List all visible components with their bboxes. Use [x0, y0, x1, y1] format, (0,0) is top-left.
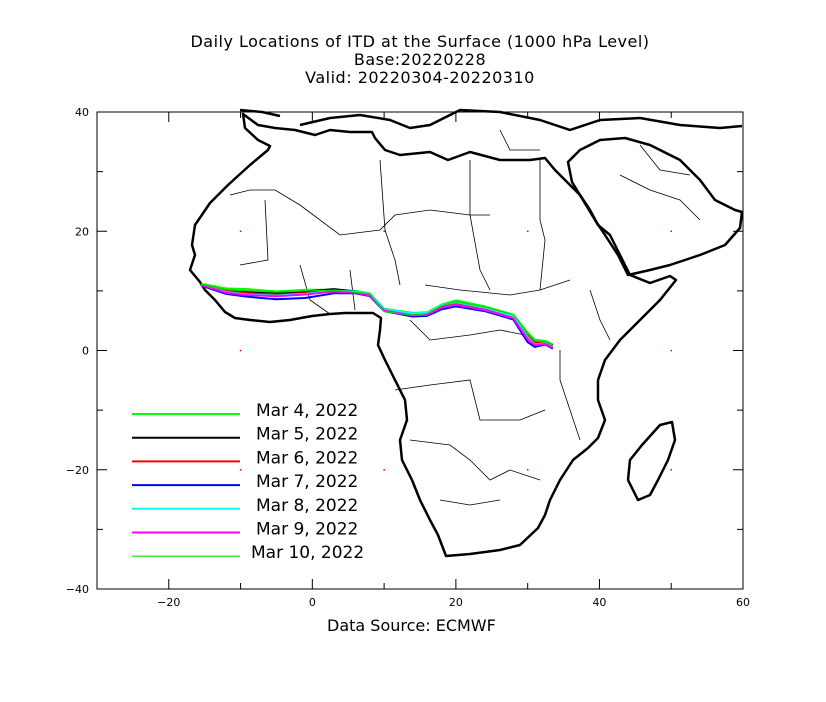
legend-label: Mar 5, 2022	[256, 425, 358, 445]
grid-markers	[239, 230, 673, 471]
grid-marker	[239, 469, 242, 471]
grid-marker	[383, 469, 385, 471]
africa-coastline	[188, 112, 678, 558]
x-tick-label: 0	[309, 596, 316, 609]
grid-marker	[670, 230, 673, 233]
grid-marker	[526, 230, 529, 233]
legend-label: Mar 9, 2022	[256, 520, 358, 540]
x-tick-label: 20	[449, 596, 463, 609]
madagascar-coastline	[626, 420, 677, 502]
x-tick-label: 40	[592, 596, 606, 609]
y-tick-label: 0	[82, 345, 89, 358]
axis-ticks: −20 0 20 40 60 40 20 0 −20 −40	[66, 106, 750, 609]
europe-coastline	[299, 108, 743, 132]
data-source-label: Data Source: ECMWF	[327, 616, 496, 635]
grid-marker	[239, 230, 242, 233]
itd-line-10	[200, 283, 554, 346]
map-title: Daily Locations of ITD at the Surface (1…	[190, 32, 650, 51]
y-tick-label: 20	[75, 225, 89, 238]
valid-range-label: Valid: 20220304-20220310	[305, 68, 535, 87]
grid-marker	[383, 230, 385, 233]
legend-label: Mar 4, 2022	[256, 401, 358, 421]
itd-line-7	[200, 284, 554, 350]
x-tick-label: −20	[157, 596, 180, 609]
country-borders	[229, 129, 701, 506]
y-tick-label: −40	[66, 583, 89, 596]
legend-label: Mar 8, 2022	[256, 496, 358, 516]
grid-marker	[670, 469, 673, 471]
legend-label: Mar 10, 2022	[251, 543, 364, 563]
grid-marker	[526, 469, 529, 471]
x-tick-label: 60	[736, 596, 750, 609]
legend: Mar 4, 2022 Mar 5, 2022 Mar 6, 2022 Mar 7, …	[132, 401, 364, 563]
grid-marker	[239, 349, 242, 352]
itd-lines	[200, 282, 554, 350]
y-tick-label: 40	[75, 106, 89, 119]
legend-label: Mar 6, 2022	[256, 448, 358, 468]
base-date-label: Base:20220228	[353, 50, 487, 69]
arabia-coastline	[566, 136, 744, 277]
map-frame	[96, 111, 744, 590]
legend-label: Mar 7, 2022	[256, 472, 358, 492]
grid-marker	[670, 349, 673, 352]
y-tick-label: −20	[66, 464, 89, 477]
